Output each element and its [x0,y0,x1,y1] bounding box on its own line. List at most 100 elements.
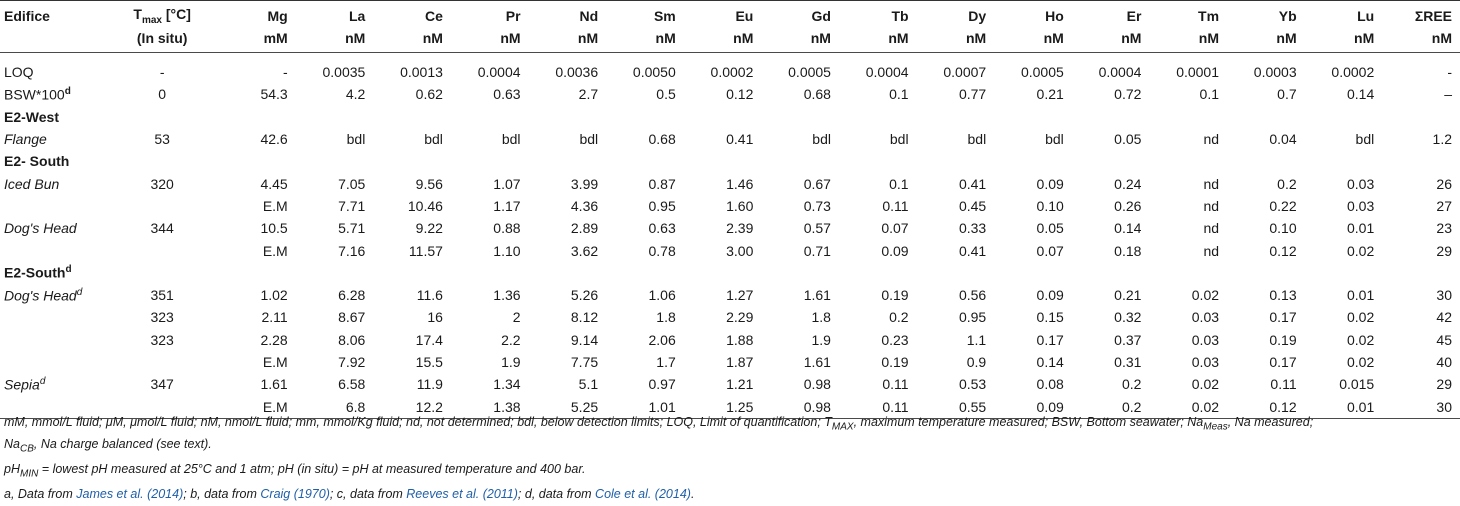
cell-value: E.M [262,197,288,214]
header-element-name: Tm [1149,0,1228,29]
cell-value: 11.57 [408,242,443,259]
reference-link-craig[interactable]: Craig (1970) [260,487,330,501]
table-row: Sepiad 347 1.61 6.58 11.9 1.34 5.1 0.97 1.21 0.98… [0,373,1460,395]
cell-value: 0.63 [493,86,521,103]
row-label-text: E2-West [4,108,59,125]
cell-value: 0.14 [1114,220,1142,237]
cell-value: 23 [1436,220,1452,237]
cell-value: 0.11 [1270,376,1297,393]
row-label: Flange [0,128,106,150]
table-row: E.M 7.92 15.5 1.9 7.75 1.7 1.87 1.61 0.19 0.9 0.14… [0,351,1460,373]
row-label-text: LOQ [4,64,34,81]
cell-tmax [106,395,219,419]
cell-value: 6.8 [295,395,374,419]
cell-value: 5.26 [570,287,599,304]
ree-data-table: Edifice Tmax [°C] Mg La Ce Pr Nd Sm Eu Gd Tb Dy Ho… [0,0,1460,419]
cell-value: 1.21 [726,376,754,393]
cell-value: 17.4 [415,331,443,348]
footnote-abbreviations: mM, mmol/L fluid; μM, μmol/L fluid; nM, … [4,414,1456,458]
cell-value: 7.16 [338,242,366,259]
row-label [0,395,107,419]
cell-value: bdl [1045,131,1064,148]
cell-value: 0.1 [1199,86,1220,103]
cell-value: 30 [1382,395,1460,419]
header-tmax-sub: max [141,14,162,26]
header-element-name: Ho [994,0,1072,29]
row-label-text: Dog's Head [4,220,77,237]
cell-value: 0.23 [881,331,909,348]
cell-value: 1.9 [811,331,831,348]
cell-value: 0.97 [648,376,676,393]
cell-value: 7.92 [338,354,366,370]
header-element-unit: nM [761,29,839,53]
cell-value: 29 [1436,376,1452,393]
cell-value: 0.33 [958,220,987,237]
cell-value: 0.1 [889,86,909,103]
table-body: LOQ - - 0.0035 0.0013 0.0004 0.0036 0.0050 0.000… [0,53,1460,419]
cell-value: 1.61 [803,287,831,304]
cell-value: 0.01 [1346,220,1375,237]
cell-value: 8.12 [570,309,599,326]
cell-value: 0.63 [648,220,676,237]
cell-value: 0.02 [1346,242,1375,259]
cell-value: 0.13 [1269,287,1297,304]
row-label: LOQ [0,61,106,83]
cell-value: 40 [1436,354,1452,370]
footnote-ref-text-c: ; c, data from [329,487,407,501]
cell-value: 2.7 [578,86,599,103]
table-header: Edifice Tmax [°C] Mg La Ce Pr Nd Sm Eu Gd Tb Dy Ho… [0,0,1460,53]
header-element-name: Dy [916,0,995,29]
cell-value: 0.2 [1121,376,1142,393]
cell-value: 0.88 [493,220,521,237]
header-element-unit: nM [450,29,529,53]
reference-link-james[interactable]: James et al. (2014) [76,487,184,501]
table-row: BSW*100d 0 54.3 4.2 0.62 0.63 2.7 0.5 0.12 0.68 0.… [0,83,1460,105]
cell-value: bdl [579,131,599,148]
cell-value: E.M [218,395,296,419]
cell-value: 0.0004 [477,64,521,81]
row-label-superscript: d [65,264,72,276]
reference-link-cole[interactable]: Cole et al. (2014) [595,487,691,501]
header-element-name: Lu [1304,0,1383,29]
cell-value: 0.18 [1114,242,1142,259]
cell-tmax: 351 [150,287,174,304]
cell-value: 2.11 [261,309,288,326]
cell-value: 1.7 [656,354,676,370]
cell-value: 0.77 [958,86,987,103]
cell-value: 1.60 [726,197,754,214]
cell-value: 1.06 [648,287,676,304]
header-element-unit: nM [994,29,1072,53]
cell-value: 7.75 [570,354,599,370]
cell-value: 1.8 [656,309,676,326]
cell-value: 0.62 [415,86,443,103]
cell-value: 26 [1436,175,1452,192]
reference-link-reeves[interactable]: Reeves et al. (2011) [406,487,518,501]
cell-value: 3.00 [726,242,754,259]
cell-value: 6.58 [338,376,366,393]
cell-value: 0.09 [1036,175,1064,192]
cell-value: 0.01 [1304,395,1383,419]
footnote-ph-text-b: = lowest pH measured at 25°C and 1 atm; … [38,462,586,476]
cell-value: 0.11 [838,395,917,419]
cell-value: 0.26 [1114,197,1142,214]
cell-tmax: 53 [154,131,170,148]
cell-value: 5.1 [578,376,599,393]
cell-value: 1.61 [260,376,288,393]
cell-value: 7.05 [338,175,366,192]
cell-value: 9.56 [415,175,443,192]
cell-value: 0.98 [761,395,839,419]
cell-value: 0.12 [1269,242,1297,259]
cell-value: 0.0005 [788,64,831,81]
header-tmax: Tmax [°C] [106,0,219,29]
cell-value: 2.89 [570,220,599,237]
cell-value: 10.5 [260,220,288,237]
cell-value: 1.88 [726,331,754,348]
cell-value: 0.0002 [710,64,754,81]
cell-value: 0.11 [882,197,909,214]
cell-value: 4.36 [570,197,599,214]
cell-value: bdl [424,131,443,148]
header-element-name: Pr [450,0,529,29]
cell-value: 0.55 [916,395,995,419]
cell-value: 0.10 [1036,197,1064,214]
table-row: LOQ - - 0.0035 0.0013 0.0004 0.0036 0.0050 0.000… [0,61,1460,83]
